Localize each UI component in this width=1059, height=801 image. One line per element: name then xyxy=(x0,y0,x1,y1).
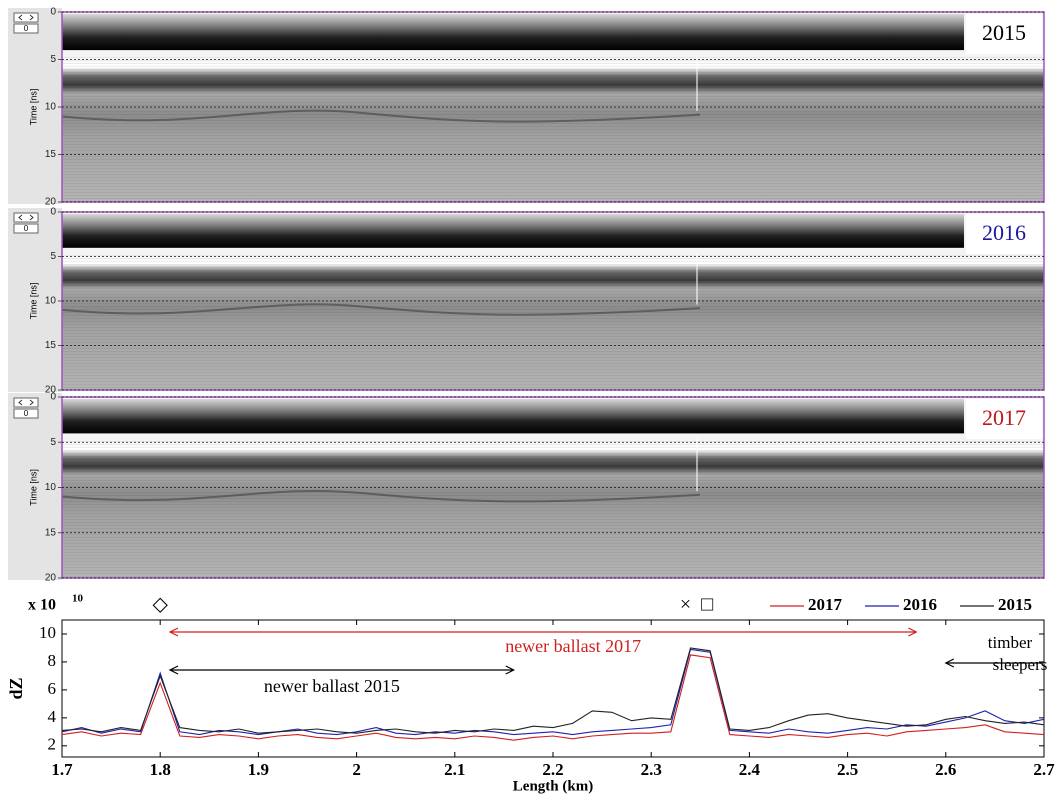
x-tick-label: 1.9 xyxy=(248,760,269,779)
y-tick-label: 20 xyxy=(45,573,57,584)
annotation-text: newer ballast 2015 xyxy=(264,676,400,696)
ballast-reflection xyxy=(61,489,701,503)
y-tick-label: 10 xyxy=(45,102,57,113)
y-tick-label: 15 xyxy=(45,340,57,351)
year-label-box xyxy=(966,399,1042,439)
position-marker: × xyxy=(680,594,691,616)
multiplier-base: x 10 xyxy=(28,597,56,614)
nav-buttons xyxy=(13,397,39,408)
year-label: 2016 xyxy=(982,220,1026,245)
y-tick-label: 10 xyxy=(39,623,56,642)
y-tick-label: 0 xyxy=(50,207,56,218)
ballast-reflection xyxy=(61,303,701,316)
nav-buttons xyxy=(13,12,39,23)
counter-box xyxy=(13,223,39,234)
nav-arrows xyxy=(18,14,34,21)
legend-label: 2017 xyxy=(808,595,843,614)
direct-wave xyxy=(62,399,964,434)
y-tick-label: 5 xyxy=(50,437,56,448)
x-tick-label: 2.7 xyxy=(1033,760,1055,779)
radargram-texture xyxy=(62,55,1044,203)
y-tick-label: 0 xyxy=(50,7,56,18)
x-tick-label: 1.7 xyxy=(51,760,73,779)
y-axis-label: Time [ns] xyxy=(28,283,38,320)
x-tick-label: 2.2 xyxy=(542,760,563,779)
plot-frame xyxy=(61,619,1045,758)
y-tick-label: 15 xyxy=(45,527,57,538)
nav-arrows xyxy=(18,214,34,221)
annotation-text: timber sleepers xyxy=(988,633,1048,674)
x-tick-label: 2.1 xyxy=(444,760,465,779)
annotation-arrow xyxy=(168,665,516,675)
x-tick-label: 2.3 xyxy=(641,760,662,779)
nav-arrows xyxy=(18,399,34,406)
panel-background xyxy=(8,208,62,392)
counter-box xyxy=(13,408,39,419)
data-line xyxy=(61,654,1045,741)
counter: 0 xyxy=(24,24,29,33)
y-tick-label: 8 xyxy=(48,651,57,670)
counter: 0 xyxy=(24,409,29,418)
panel-background xyxy=(8,393,62,580)
nav-buttons xyxy=(13,212,39,223)
y-axis-label: Time [ns] xyxy=(28,469,38,506)
y-tick-label: 20 xyxy=(45,197,57,208)
x-tick-label: 2 xyxy=(352,760,361,779)
y-axis-label: Time [ns] xyxy=(28,89,38,126)
y-tick-label: 5 xyxy=(50,251,56,262)
x-axis-label: Length (km) xyxy=(513,778,593,794)
y-tick-label: 15 xyxy=(45,149,57,160)
y-axis-label: dZ xyxy=(6,677,26,699)
annotation-text: newer ballast 2017 xyxy=(505,636,641,656)
ballast-reflection xyxy=(61,109,701,123)
year-label-box xyxy=(966,14,1042,54)
data-line xyxy=(61,647,1045,734)
counter-box xyxy=(13,23,39,34)
direct-wave xyxy=(62,14,964,51)
direct-wave xyxy=(62,214,964,248)
counter: 0 xyxy=(24,224,29,233)
legend-label: 2015 xyxy=(998,595,1032,614)
y-tick-label: 2 xyxy=(48,735,57,754)
year-label: 2017 xyxy=(982,405,1026,430)
y-tick-label: 0 xyxy=(50,392,56,403)
radargram-texture xyxy=(62,438,1044,578)
position-marker: □ xyxy=(701,594,713,616)
panel-background xyxy=(8,8,62,204)
annotation-arrow xyxy=(168,627,918,637)
year-label: 2015 xyxy=(982,20,1026,45)
multiplier-exponent: 10 xyxy=(72,593,84,605)
legend-label: 2016 xyxy=(903,595,937,614)
year-label-box xyxy=(966,214,1042,254)
y-tick-label: 10 xyxy=(45,482,57,493)
x-tick-label: 2.4 xyxy=(739,760,761,779)
radargram-texture xyxy=(62,252,1044,390)
y-tick-label: 5 xyxy=(50,54,56,65)
annotation-arrow xyxy=(944,658,1042,668)
y-tick-label: 6 xyxy=(48,679,57,698)
y-tick-label: 20 xyxy=(45,385,57,396)
x-tick-label: 2.5 xyxy=(837,760,858,779)
x-tick-label: 2.6 xyxy=(935,760,956,779)
y-tick-label: 10 xyxy=(45,296,57,307)
y-tick-label: 4 xyxy=(48,707,57,726)
position-marker: ◇ xyxy=(153,594,169,616)
x-tick-label: 1.8 xyxy=(150,760,171,779)
